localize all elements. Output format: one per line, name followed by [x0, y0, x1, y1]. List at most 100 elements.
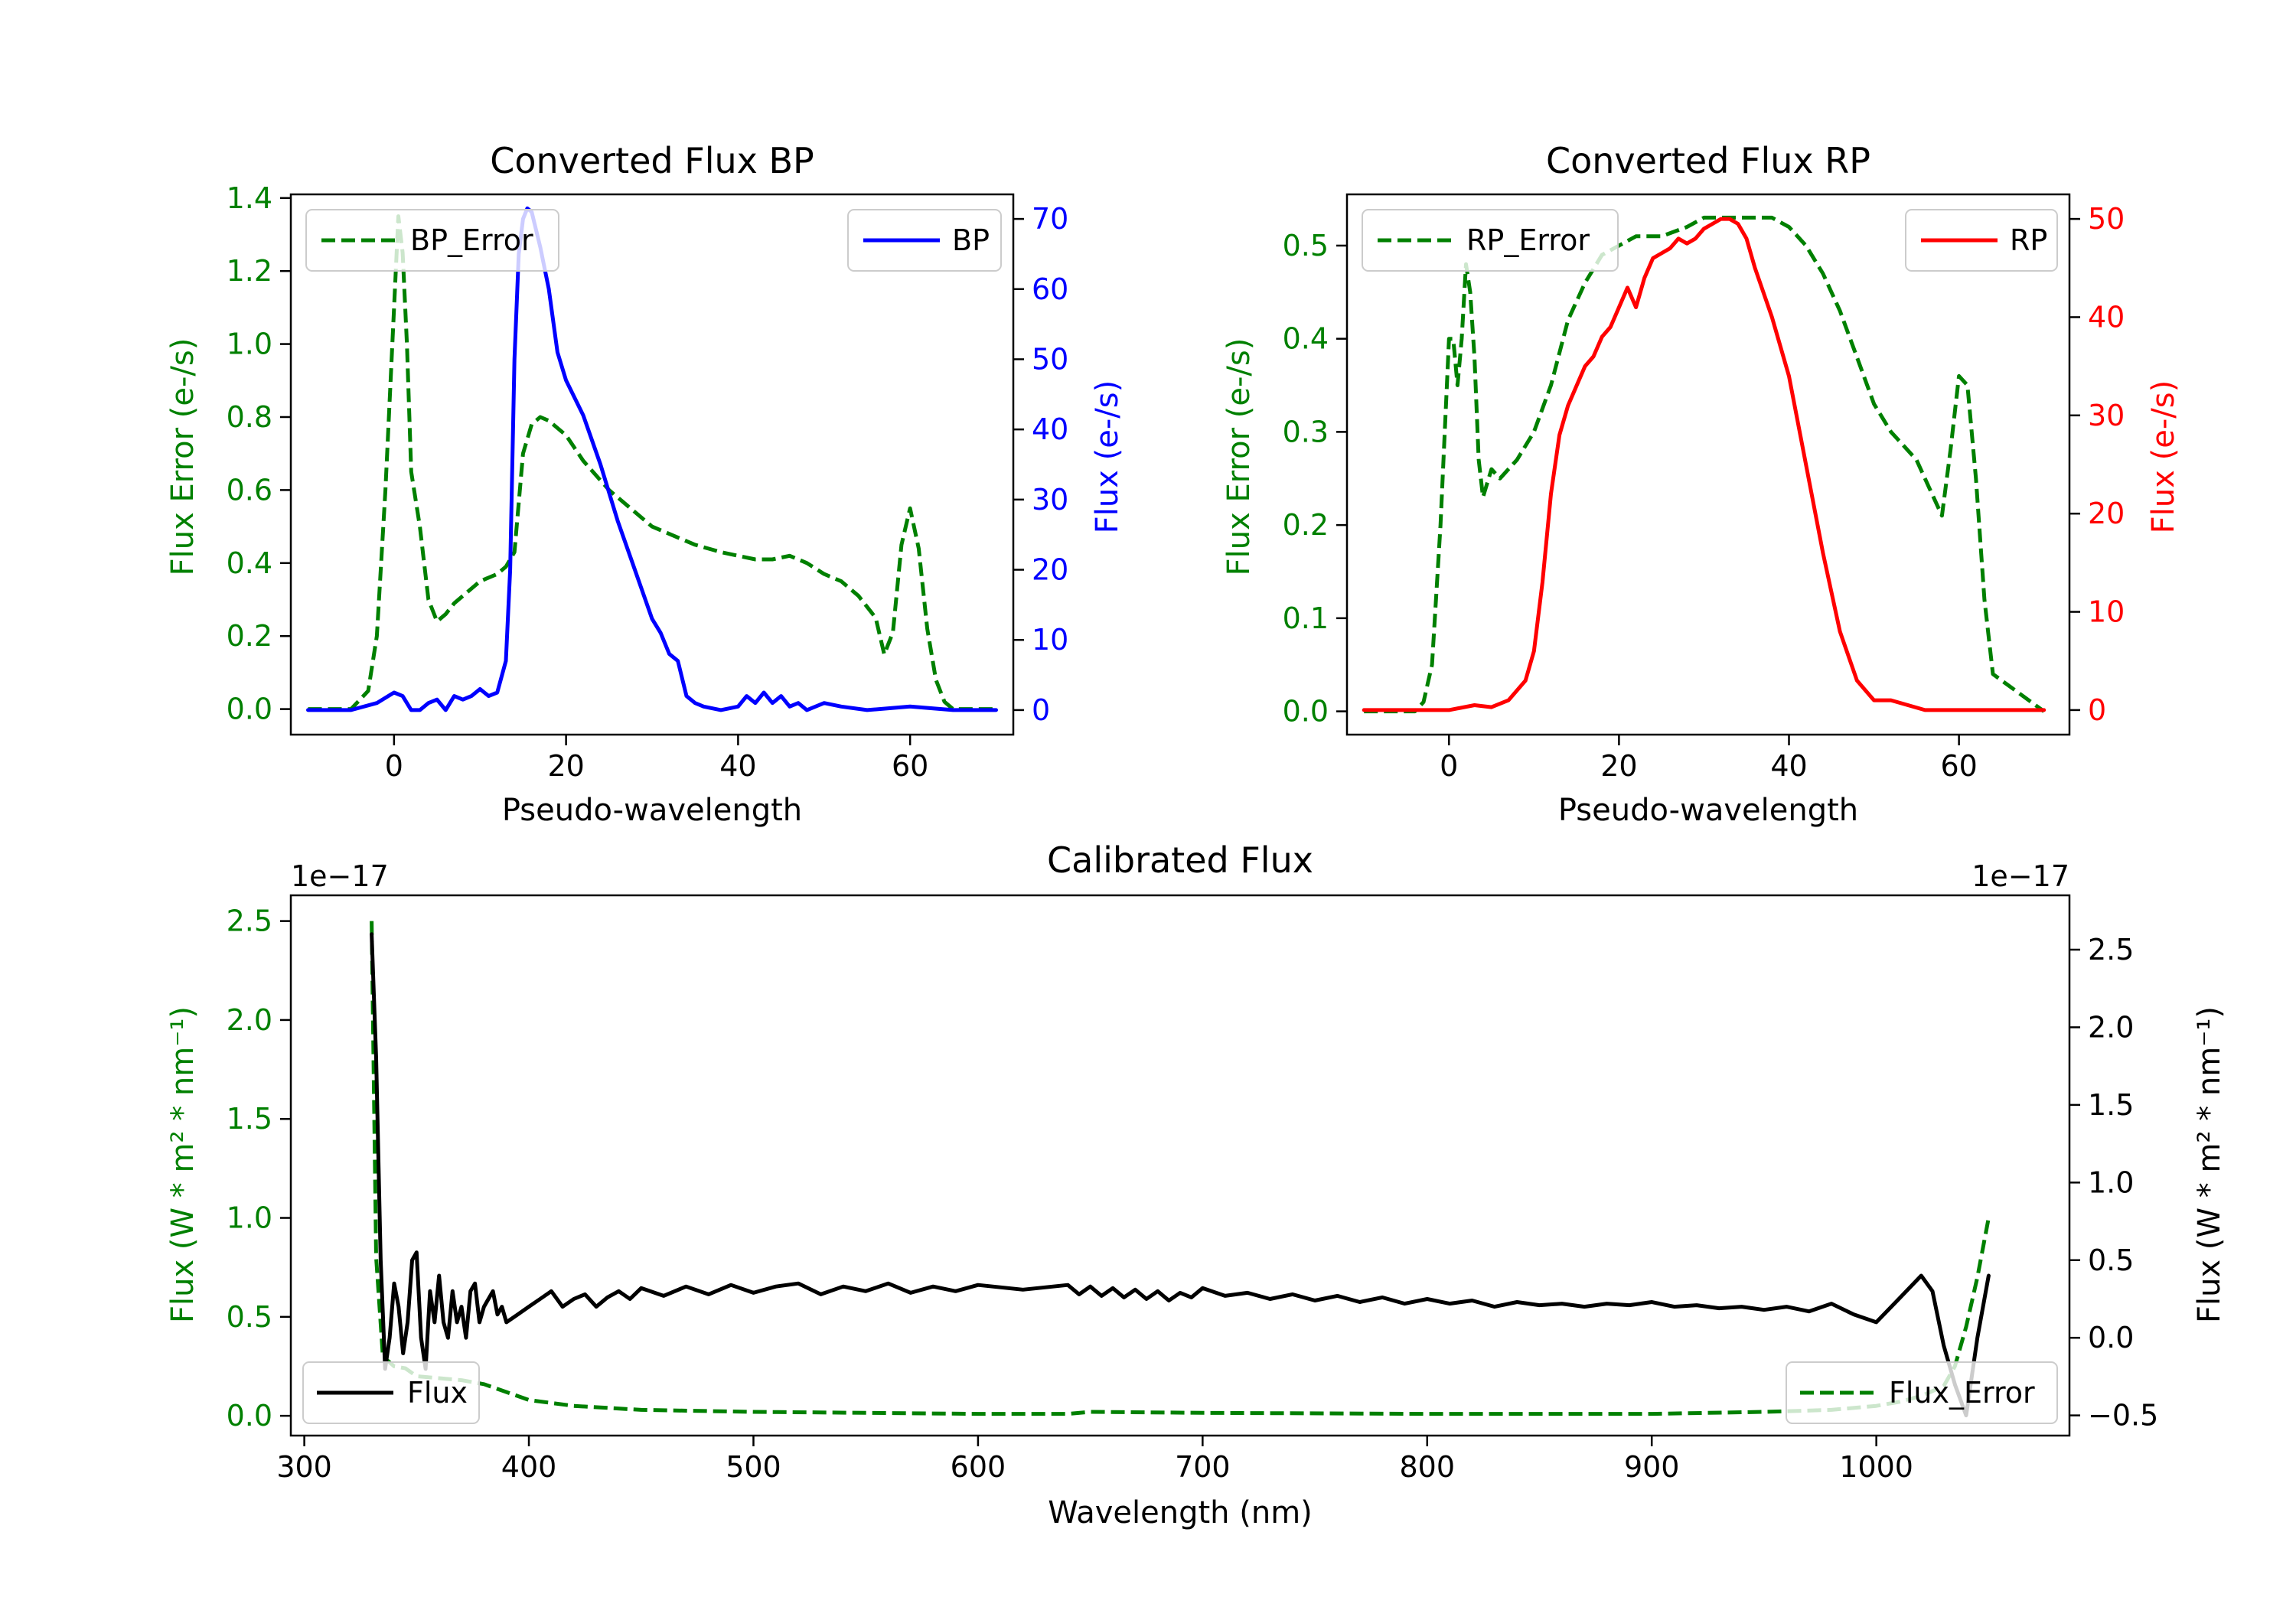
- bp-title: Converted Flux BP: [490, 140, 814, 181]
- calibrated-xtick-label: 800: [1400, 1450, 1456, 1484]
- rp-ylabel-left: Flux Error (e-/s): [1221, 338, 1257, 576]
- calibrated-panel: Calibrated Flux Wavelength (nm) Flux (W …: [165, 839, 2227, 1530]
- bp-ytick-right-label: 20: [1032, 553, 1068, 587]
- calibrated-xtick-label: 600: [951, 1450, 1006, 1484]
- rp-xtick-label: 20: [1600, 749, 1637, 783]
- bp-ytick-right-label: 40: [1032, 412, 1068, 446]
- bp-legend: BP: [847, 209, 1002, 272]
- rp-ytick-left-label: 0.4: [1283, 322, 1329, 356]
- bp-xtick-label: 40: [719, 749, 756, 783]
- rp-xticks: 0 20 40 60: [1440, 735, 1978, 783]
- rp-ytick-left-label: 0.5: [1283, 229, 1329, 262]
- calibrated-ylabel-right: Flux (W * m² * nm⁻¹): [2192, 1006, 2227, 1323]
- calibrated-ytick-right-label: 2.5: [2088, 933, 2134, 966]
- rp-series-rp: [1362, 217, 2047, 712]
- calibrated-ytick-right-label: 1.0: [2088, 1165, 2134, 1199]
- calibrated-ytick-left-label: 0.5: [227, 1300, 272, 1334]
- rp-ytick-right-label: 50: [2088, 202, 2125, 236]
- calibrated-xtick-label: 1000: [1839, 1450, 1913, 1484]
- bp-legend-label: BP: [952, 223, 990, 257]
- bp-ytick-right-label: 10: [1032, 623, 1068, 657]
- rp-xtick-label: 0: [1440, 749, 1458, 783]
- rp-title: Converted Flux RP: [1546, 140, 1870, 181]
- bp-xtick-label: 60: [892, 749, 928, 783]
- rp-ytick-left-label: 0.1: [1283, 601, 1329, 635]
- bp-ytick-left-label: 1.0: [227, 328, 272, 361]
- calibrated-ylabel-left: Flux (W * m² * nm⁻¹): [165, 1006, 201, 1323]
- calibrated-frame: [289, 894, 2071, 1437]
- rp-yticks-left: 0.0 0.1 0.2 0.3 0.4 0.5: [1283, 229, 1347, 729]
- flux-legend: Flux: [302, 1361, 480, 1424]
- bp-xlabel: Pseudo-wavelength: [502, 793, 802, 828]
- calibrated-ytick-left-label: 0.0: [227, 1399, 272, 1433]
- bp-ytick-left-label: 1.2: [227, 254, 272, 288]
- calibrated-series-flux-error: [370, 921, 1991, 1416]
- calibrated-ytick-left-label: 1.5: [227, 1102, 272, 1136]
- calibrated-lines: [370, 921, 1991, 1418]
- bp-panel: Converted Flux BP Pseudo-wavelength Flux…: [165, 140, 1125, 828]
- bp-ytick-right-label: 0: [1032, 693, 1050, 727]
- rp-series-rp-error: [1364, 215, 2046, 714]
- calibrated-ytick-right-label: 0.0: [2088, 1321, 2134, 1354]
- bp-lines: [306, 206, 998, 712]
- calibrated-ytick-right-label: 0.5: [2088, 1244, 2134, 1277]
- bp-yticks-right: 0 10 20 30 40 50 60 70: [1013, 202, 1068, 727]
- bp-ytick-right-label: 60: [1032, 272, 1068, 306]
- bp-xticks: 0 20 40 60: [385, 735, 928, 783]
- bp-ytick-left-label: 0.8: [227, 400, 272, 434]
- bp-error-legend-box: [305, 209, 559, 272]
- calibrated-series-flux: [370, 932, 1991, 1418]
- rp-legend: RP: [1905, 209, 2058, 272]
- bp-series-bp-error: [308, 214, 996, 712]
- rp-ytick-right-label: 10: [2088, 595, 2125, 629]
- calibrated-ytick-right-label: 2.0: [2088, 1010, 2134, 1044]
- flux-legend-label: Flux: [407, 1376, 468, 1410]
- calibrated-xtick-label: 900: [1624, 1450, 1680, 1484]
- calibrated-offset-left: 1e−17: [291, 859, 389, 893]
- bp-ytick-right-label: 30: [1032, 483, 1068, 517]
- flux-error-legend: Flux_Error: [1786, 1361, 2058, 1424]
- calibrated-ytick-left-label: 2.0: [227, 1003, 272, 1037]
- calibrated-offset-right: 1e−17: [1971, 859, 2069, 893]
- rp-ytick-right-label: 0: [2088, 693, 2106, 727]
- calibrated-xtick-label: 500: [726, 1450, 781, 1484]
- rp-ytick-right-label: 30: [2088, 399, 2125, 432]
- rp-xtick-label: 60: [1940, 749, 1977, 783]
- flux-error-legend-box: [1786, 1361, 2058, 1424]
- calibrated-yticks-right: −0.5 0.0 0.5 1.0 1.5 2.0 2.5: [2069, 933, 2158, 1433]
- calibrated-xlabel: Wavelength (nm): [1048, 1495, 1313, 1530]
- bp-yticks-left: 0.0 0.2 0.4 0.6 0.8 1.0 1.2 1.4: [227, 181, 291, 726]
- rp-ytick-right-label: 20: [2088, 497, 2125, 530]
- bp-frame: [289, 193, 1015, 736]
- rp-ytick-left-label: 0.2: [1283, 508, 1329, 542]
- bp-ytick-right-label: 70: [1032, 202, 1068, 236]
- calibrated-xtick-label: 700: [1175, 1450, 1231, 1484]
- rp-ytick-left-label: 0.3: [1283, 415, 1329, 448]
- bp-ylabel-left: Flux Error (e-/s): [165, 338, 201, 576]
- bp-ylabel-right: Flux (e-/s): [1090, 380, 1125, 533]
- calibrated-xticks: 300 400 500 600 700 800 900 1000: [276, 1436, 1913, 1484]
- rp-error-legend-box: [1362, 209, 1619, 272]
- bp-ytick-left-label: 0.0: [227, 693, 272, 726]
- rp-legend-label: RP: [2010, 223, 2047, 257]
- bp-series-bp: [306, 206, 998, 712]
- bp-ytick-left-label: 0.4: [227, 546, 272, 580]
- rp-error-legend-label: RP_Error: [1466, 223, 1590, 257]
- bp-xtick-label: 20: [547, 749, 584, 783]
- rp-ytick-left-label: 0.0: [1283, 695, 1329, 729]
- calibrated-yticks-left: 0.0 0.5 1.0 1.5 2.0 2.5: [227, 905, 291, 1433]
- rp-xlabel: Pseudo-wavelength: [1558, 793, 1858, 828]
- rp-xtick-label: 40: [1770, 749, 1807, 783]
- calibrated-xtick-label: 400: [501, 1450, 557, 1484]
- rp-panel: Converted Flux RP Pseudo-wavelength Flux…: [1221, 140, 2181, 828]
- rp-frame: [1345, 193, 2071, 736]
- calibrated-title: Calibrated Flux: [1047, 839, 1313, 881]
- calibrated-ytick-right-label: 1.5: [2088, 1088, 2134, 1122]
- calibrated-ytick-left-label: 1.0: [227, 1201, 272, 1235]
- bp-xtick-label: 0: [385, 749, 403, 783]
- rp-yticks-right: 0 10 20 30 40 50: [2069, 202, 2125, 727]
- rp-ytick-right-label: 40: [2088, 300, 2125, 334]
- calibrated-ytick-left-label: 2.5: [227, 905, 272, 938]
- rp-lines: [1362, 215, 2047, 714]
